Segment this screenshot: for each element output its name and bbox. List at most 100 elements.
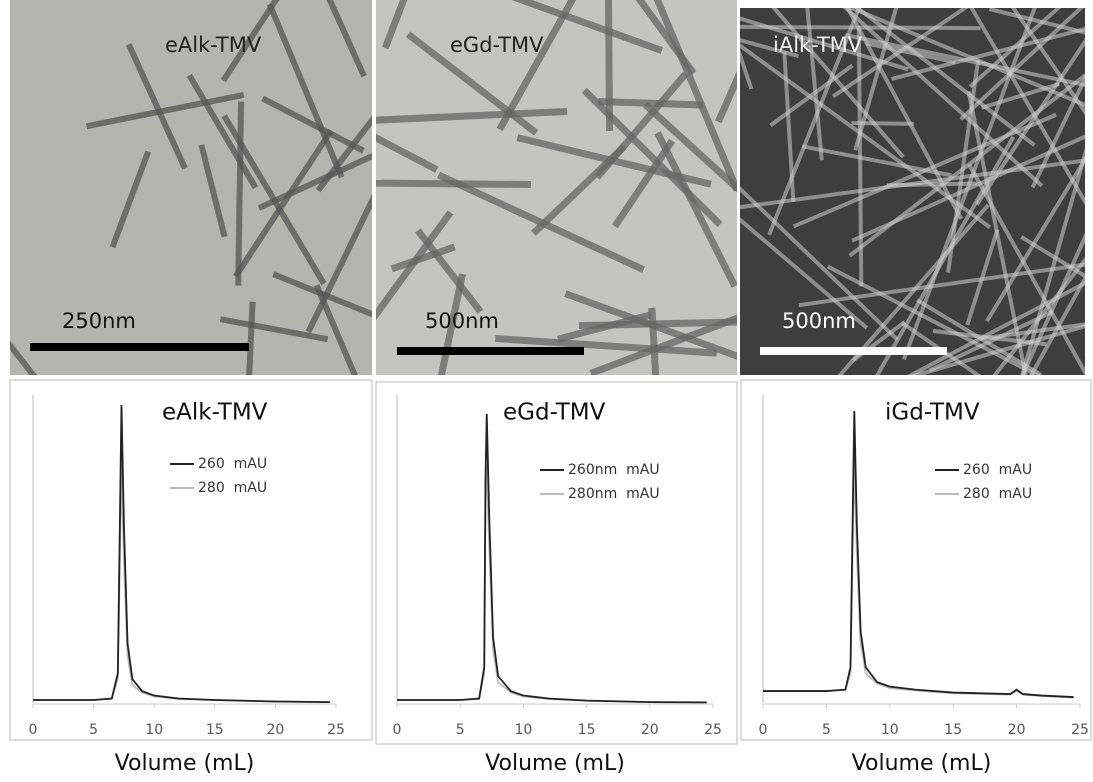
legend-label: 260 mAU [198, 456, 267, 472]
rod [946, 59, 981, 273]
rod [186, 73, 259, 190]
rod [907, 280, 1085, 375]
scale-label: 500nm [782, 309, 856, 333]
rod [109, 150, 152, 249]
rod [415, 228, 484, 314]
x-tick-label: 15 [944, 722, 962, 738]
rod [740, 16, 909, 72]
scale-bar [760, 347, 947, 355]
rod [782, 51, 796, 202]
rod [376, 133, 439, 173]
series-line [397, 413, 707, 704]
image-label: eGd-TMV [450, 33, 544, 57]
rod [125, 43, 188, 170]
rod [798, 262, 1085, 308]
rod [740, 24, 981, 31]
x-tick-label: 25 [327, 722, 345, 738]
rod [235, 101, 245, 286]
rod [916, 298, 1043, 375]
rod [315, 115, 372, 193]
rod [589, 314, 737, 375]
rod [85, 91, 245, 130]
rod [642, 102, 737, 193]
rod [740, 48, 754, 90]
x-tick-label: 25 [1071, 722, 1089, 738]
rod [805, 8, 824, 161]
rod [326, 0, 367, 78]
rod [965, 228, 1000, 326]
rod [381, 0, 408, 50]
panel-frame [740, 379, 1092, 741]
rod [901, 8, 1037, 361]
rod [967, 163, 1085, 375]
rod [653, 0, 737, 192]
rods [376, 0, 737, 375]
series-line [33, 404, 330, 704]
scale-label: 500nm [425, 309, 499, 333]
rod [959, 8, 1084, 121]
rod [969, 8, 1085, 206]
rod [928, 310, 1054, 373]
x-tick-label: 0 [29, 722, 38, 738]
rods [10, 0, 372, 375]
image-label: iAlk-TMV [773, 33, 863, 57]
x-tick-label: 20 [641, 722, 659, 738]
rod [257, 152, 372, 211]
rod [511, 0, 664, 54]
micrograph-bg [376, 0, 737, 375]
rod [390, 243, 456, 273]
rod [844, 33, 1085, 88]
scale-bar [397, 347, 584, 355]
rod [10, 340, 37, 375]
rods [740, 8, 1085, 375]
x-axis-label: Volume (mL) [115, 751, 255, 776]
rod [272, 271, 372, 318]
rod [376, 179, 531, 189]
rod [740, 186, 899, 342]
scale-label: 250nm [62, 309, 136, 333]
series-line [763, 458, 1074, 699]
rod [740, 38, 799, 59]
rod [494, 334, 717, 357]
rod [648, 307, 660, 375]
rod [605, 0, 614, 131]
x-axis-label: Volume (mL) [485, 751, 625, 776]
rod [1010, 8, 1085, 116]
rod [992, 256, 1085, 375]
rod [557, 311, 652, 343]
x-tick-label: 5 [456, 722, 465, 738]
rod [968, 8, 1062, 89]
x-tick-label: 5 [822, 722, 831, 738]
rod [612, 138, 676, 229]
rod [1020, 147, 1085, 375]
x-tick-label: 25 [704, 722, 722, 738]
legend-label: 280nm mAU [568, 486, 660, 502]
series-line [33, 464, 330, 704]
rod [1020, 232, 1085, 375]
rod [1020, 235, 1085, 279]
image-label: eAlk-TMV [165, 33, 262, 57]
series-line [763, 410, 1074, 698]
rod [1029, 274, 1085, 375]
rod [837, 203, 990, 375]
rod [979, 322, 1085, 341]
rod [266, 3, 345, 179]
x-axis-label: Volume (mL) [852, 751, 992, 776]
micrograph-bg [10, 0, 372, 375]
rod [909, 324, 1085, 375]
rod [516, 134, 712, 188]
x-tick-label: 20 [1008, 722, 1026, 738]
scale-bar [30, 343, 249, 351]
panel-frame [9, 379, 373, 741]
rod [831, 8, 969, 99]
rod [635, 0, 697, 76]
legend-label: 260 mAU [963, 462, 1032, 478]
rod [246, 301, 256, 375]
rod [219, 316, 329, 343]
rod [598, 98, 704, 109]
rod [437, 273, 466, 375]
x-tick-label: 0 [393, 722, 402, 738]
rod [1030, 74, 1085, 189]
rod [305, 193, 372, 334]
